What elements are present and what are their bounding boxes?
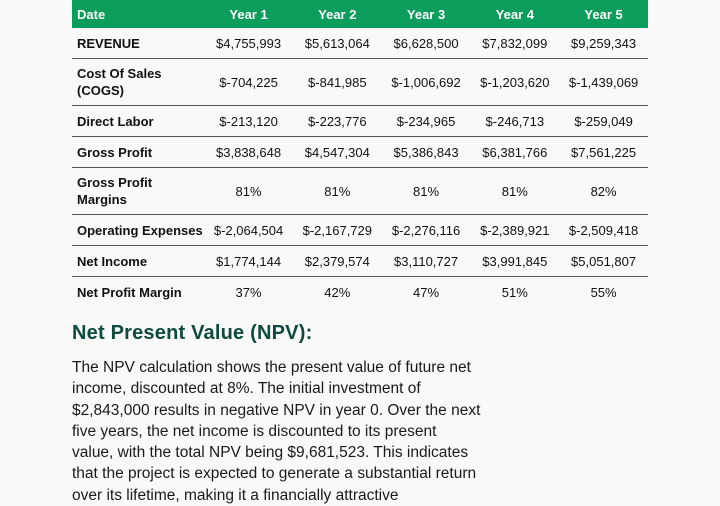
table-cell: $4,755,993 bbox=[216, 35, 282, 51]
table-cell: $-1,203,620 bbox=[470, 58, 560, 106]
table-row: Cost Of Sales (COGS) $-704,225 $-841,985 $-… bbox=[72, 58, 648, 106]
table-cell: $3,110,727 bbox=[381, 245, 471, 277]
table-row: Net Income $1,774,144 $2,379,574 $3,110,727… bbox=[72, 245, 648, 277]
npv-line: five years, the net income is discounted… bbox=[72, 422, 437, 440]
row-label: Operating Expenses bbox=[72, 214, 205, 246]
table-cell: $-2,064,504 bbox=[204, 214, 293, 246]
table-cell: $3,838,648 bbox=[204, 136, 293, 168]
table-cell: 82% bbox=[559, 167, 648, 215]
table-cell: $5,386,843 bbox=[381, 136, 471, 168]
header-year-5: Year 5 bbox=[559, 0, 648, 28]
table-cell: $-1,439,069 bbox=[559, 58, 648, 106]
table-cell: 55% bbox=[559, 276, 648, 307]
table-row: Operating Expenses $-2,064,504 $-2,167,729… bbox=[72, 214, 648, 246]
table-cell: 42% bbox=[292, 276, 382, 307]
table-row: Gross Profit $3,838,648 $4,547,304 $5,386,8… bbox=[72, 136, 648, 168]
npv-line: income, discounted at 8%. The initial in… bbox=[72, 380, 421, 398]
table-cell: $9,259,343 bbox=[571, 35, 637, 51]
table-cell: $4,547,304 bbox=[292, 136, 382, 168]
table-cell: $-246,713 bbox=[470, 105, 560, 137]
row-label: Net Income bbox=[72, 245, 205, 277]
table-cell: $-704,225 bbox=[204, 58, 293, 106]
table-row: Net Profit Margin 37% 42% 47% 51% 55% bbox=[72, 276, 648, 307]
table-cell: $-259,049 bbox=[559, 105, 648, 137]
table-cell: 37% bbox=[204, 276, 293, 307]
header-year-1: Year 1 bbox=[204, 0, 293, 28]
table-cell: $6,628,500 bbox=[393, 35, 459, 51]
table-cell: $-2,509,418 bbox=[559, 214, 648, 246]
table-cell: $-213,120 bbox=[204, 105, 293, 137]
header-year-3: Year 3 bbox=[381, 0, 471, 28]
table-cell: $6,381,766 bbox=[470, 136, 560, 168]
header-date: Date bbox=[72, 0, 205, 28]
npv-paragraph: The NPV calculation shows the present va… bbox=[72, 357, 480, 506]
row-label: Direct Labor bbox=[72, 105, 205, 137]
table-cell: $-2,389,921 bbox=[470, 214, 560, 246]
table-cell: $7,832,099 bbox=[482, 35, 548, 51]
table-header: Date Year 1 Year 2 Year 3 Year 4 Year 5 bbox=[72, 0, 648, 28]
table-cell: 81% bbox=[204, 167, 293, 215]
table-row: Gross Profit Margins 81% 81% 81% 81% 82% bbox=[72, 167, 648, 215]
table-cell: 81% bbox=[470, 167, 560, 215]
table-cell: $7,561,225 bbox=[559, 136, 648, 168]
table-cell: $3,991,845 bbox=[470, 245, 560, 277]
financial-table: Date Year 1 Year 2 Year 3 Year 4 Year 5 … bbox=[72, 0, 648, 307]
table-cell: 47% bbox=[381, 276, 471, 307]
table-cell: 51% bbox=[470, 276, 560, 307]
npv-line: value, with the total NPV being $9,681,5… bbox=[72, 444, 469, 462]
npv-title: Net Present Value (NPV): bbox=[72, 322, 313, 344]
table-row: Direct Labor $-213,120 $-223,776 $-234,965 $… bbox=[72, 105, 648, 137]
table-cell: $-2,167,729 bbox=[292, 214, 382, 246]
table-cell: $1,774,144 bbox=[204, 245, 293, 277]
header-year-4: Year 4 bbox=[470, 0, 560, 28]
row-label: Gross Profit bbox=[72, 136, 205, 168]
row-label: Gross Profit Margins bbox=[72, 167, 205, 215]
npv-line: The NPV calculation shows the present va… bbox=[72, 359, 471, 376]
table-cell: $5,613,064 bbox=[304, 35, 370, 51]
row-label: Net Profit Margin bbox=[72, 276, 205, 307]
npv-line: $2,843,000 results in negative NPV in ye… bbox=[72, 401, 481, 419]
table-row: REVENUE $4,755,993 $5,613,064 $6,628,500 $7,… bbox=[72, 28, 648, 59]
row-label: REVENUE bbox=[77, 35, 140, 51]
table-cell: $-1,006,692 bbox=[381, 58, 471, 106]
header-year-2: Year 2 bbox=[292, 0, 382, 28]
table-cell: 81% bbox=[292, 167, 382, 215]
table-cell: $2,379,574 bbox=[292, 245, 382, 277]
table-cell: 81% bbox=[381, 167, 471, 215]
table-cell: $-2,276,116 bbox=[381, 214, 471, 246]
npv-line: over its lifetime, making it a financial… bbox=[72, 486, 399, 504]
table-cell: $-223,776 bbox=[292, 105, 382, 137]
row-label: Cost Of Sales (COGS) bbox=[72, 58, 205, 106]
table-cell: $-234,965 bbox=[381, 105, 471, 137]
table-cell: $-841,985 bbox=[292, 58, 382, 106]
npv-line: that the project is expected to generate… bbox=[72, 465, 477, 483]
table-cell: $5,051,807 bbox=[559, 245, 648, 277]
